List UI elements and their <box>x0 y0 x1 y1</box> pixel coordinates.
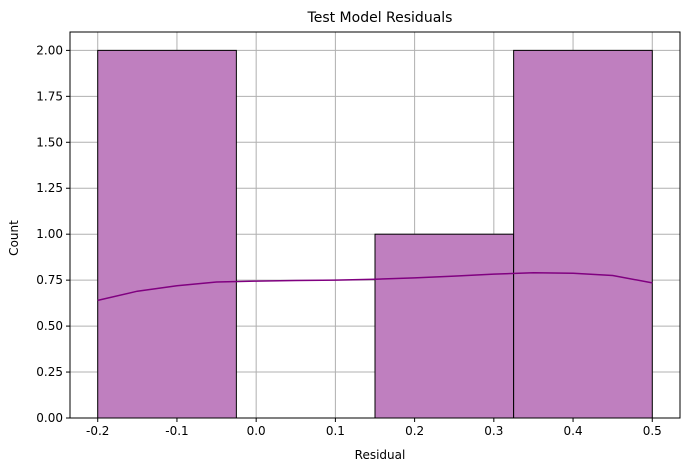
x-tick-label: 0.2 <box>405 424 424 438</box>
x-tick-label: 0.3 <box>484 424 503 438</box>
x-tick-label: 0.4 <box>564 424 583 438</box>
y-axis-ticks: 0.00 0.25 0.50 0.75 1.00 1.25 1.50 1.75 2.00 <box>36 43 70 425</box>
y-tick-label: 1.00 <box>36 227 63 241</box>
x-tick-label: -0.2 <box>86 424 109 438</box>
plot-frame <box>69 31 681 419</box>
x-axis-label: Residual <box>355 448 406 462</box>
y-axis-label: Count <box>7 220 21 256</box>
x-tick-label: 0.1 <box>326 424 345 438</box>
chart-title: Test Model Residuals <box>307 10 453 26</box>
y-tick-label: 1.50 <box>36 135 63 149</box>
x-tick-label: 0.5 <box>643 424 662 438</box>
x-axis-ticks: -0.2 -0.1 0.0 0.1 0.2 0.3 0.4 0.5 <box>86 418 662 438</box>
kde-curve <box>97 272 653 302</box>
y-tick-label: 1.75 <box>36 89 63 103</box>
y-tick-label: 1.25 <box>36 181 63 195</box>
y-tick-label: 0.00 <box>36 411 63 425</box>
y-tick-label: 0.75 <box>36 273 63 287</box>
histogram-bar <box>97 49 237 419</box>
y-tick-label: 0.50 <box>36 319 63 333</box>
y-tick-label: 0.25 <box>36 365 63 379</box>
histogram-bar <box>374 233 515 419</box>
histogram-bar <box>513 49 653 419</box>
y-tick-label: 2.00 <box>36 43 63 57</box>
x-tick-label: -0.1 <box>165 424 188 438</box>
x-tick-label: 0.0 <box>247 424 266 438</box>
histogram-bars <box>97 49 653 419</box>
